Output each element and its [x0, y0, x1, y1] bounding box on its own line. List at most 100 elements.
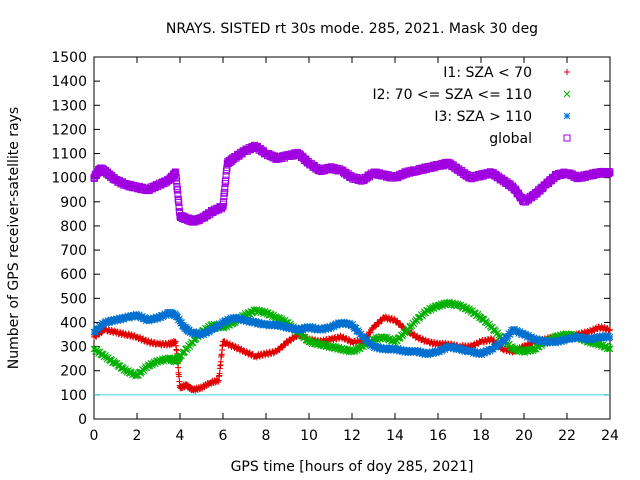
- data-point: [100, 321, 108, 328]
- x-tick-label: 0: [90, 428, 99, 444]
- x-tick-label: 24: [601, 428, 619, 444]
- data-point: [154, 315, 162, 323]
- data-point: [349, 320, 357, 328]
- data-point: [152, 315, 159, 323]
- data-point: [536, 335, 544, 343]
- data-point: [220, 198, 228, 206]
- data-point: [354, 345, 362, 352]
- data-point: [290, 324, 297, 332]
- data-point: [604, 345, 612, 352]
- data-point: [139, 313, 146, 320]
- data-point: [451, 343, 459, 350]
- data-point: [399, 332, 407, 340]
- data-point: [588, 334, 595, 342]
- y-tick-label: 1300: [51, 98, 87, 114]
- y-tick-label: 1000: [51, 171, 87, 187]
- legend-marker: [563, 90, 571, 98]
- data-point: [394, 344, 402, 352]
- data-point: [531, 336, 539, 343]
- data-point: [174, 190, 182, 198]
- data-point: [364, 337, 371, 344]
- data-point: [606, 327, 613, 334]
- data-point: [117, 316, 125, 324]
- data-point: [369, 341, 377, 348]
- data-point: [176, 315, 183, 323]
- x-tick-label: 20: [515, 428, 533, 444]
- y-tick-label: 300: [60, 340, 87, 356]
- data-point: [109, 318, 116, 326]
- x-tick-label: 18: [472, 428, 490, 444]
- data-point: [275, 320, 283, 328]
- series-2: [90, 308, 614, 359]
- data-point: [354, 327, 362, 334]
- x-tick-label: 22: [558, 428, 576, 444]
- data-point: [386, 344, 393, 351]
- data-point: [430, 349, 438, 356]
- data-point: [222, 176, 230, 184]
- data-point: [173, 312, 181, 320]
- y-tick-label: 1500: [51, 50, 87, 66]
- legend-label: I2: 70 <= SZA <= 110: [372, 87, 532, 103]
- data-point: [203, 329, 211, 337]
- data-point: [598, 334, 605, 341]
- data-point: [174, 186, 182, 194]
- series-3: [90, 141, 614, 226]
- data-point: [459, 345, 467, 352]
- data-point: [158, 311, 166, 319]
- data-point: [604, 170, 612, 178]
- data-point: [302, 326, 310, 333]
- data-point: [312, 324, 320, 331]
- x-tick-label: 16: [429, 428, 447, 444]
- y-tick-label: 700: [60, 243, 87, 259]
- data-point: [378, 317, 385, 324]
- data-point: [582, 333, 589, 341]
- legend-marker: [563, 134, 571, 142]
- data-point: [287, 337, 294, 344]
- data-point: [429, 348, 436, 356]
- data-point: [607, 326, 613, 333]
- y-tick-label: 400: [60, 315, 87, 331]
- data-point: [463, 345, 470, 353]
- data-point: [559, 336, 567, 343]
- data-point: [176, 373, 183, 380]
- legend-label: I3: SZA > 110: [434, 109, 532, 125]
- data-point: [221, 188, 229, 196]
- data-point: [174, 197, 182, 205]
- data-point: [543, 339, 551, 347]
- data-point: [476, 348, 484, 356]
- data-point: [606, 333, 614, 341]
- data-point: [175, 364, 182, 371]
- data-point: [157, 314, 165, 322]
- data-point: [175, 198, 183, 206]
- data-point: [511, 326, 519, 333]
- data-point: [449, 343, 456, 351]
- data-point: [605, 168, 613, 176]
- data-marks: [90, 141, 614, 394]
- data-point: [555, 339, 562, 346]
- data-point: [110, 315, 118, 323]
- data-point: [173, 177, 181, 185]
- y-tick-label: 600: [60, 267, 87, 283]
- data-point: [521, 332, 529, 340]
- y-tick-label: 800: [60, 219, 87, 235]
- y-tick-label: 0: [78, 412, 87, 428]
- data-point: [592, 335, 599, 343]
- data-point: [334, 321, 341, 329]
- chart-title: NRAYS. SISTED rt 30s mode. 285, 2021. Ma…: [166, 21, 538, 37]
- data-point: [397, 345, 405, 353]
- x-tick-label: 4: [176, 428, 185, 444]
- x-tick-label: 6: [219, 428, 228, 444]
- data-point: [367, 329, 374, 336]
- data-point: [264, 320, 271, 327]
- data-point: [506, 331, 514, 338]
- data-point: [424, 351, 432, 359]
- data-point: [279, 344, 286, 351]
- data-point: [200, 331, 208, 339]
- data-point: [404, 349, 412, 357]
- data-point: [436, 348, 443, 356]
- data-point: [372, 323, 379, 330]
- data-point: [221, 185, 229, 193]
- x-tick-label: 8: [262, 428, 271, 444]
- data-point: [414, 347, 422, 354]
